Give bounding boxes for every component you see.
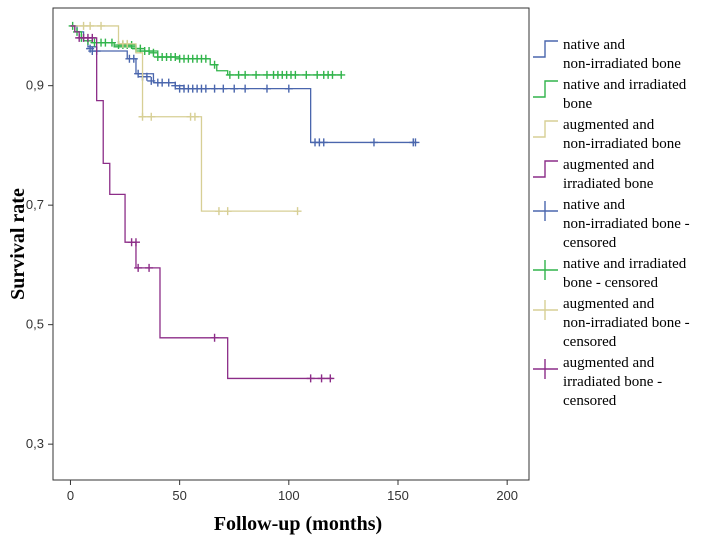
y-tick-label: 0,3 xyxy=(26,436,44,451)
censor-mark xyxy=(284,84,293,93)
censor-mark xyxy=(201,84,210,93)
legend-entry: augmented and non-irradiated bone -censor… xyxy=(533,296,690,350)
censor-mark xyxy=(136,44,145,53)
censor-mark xyxy=(171,81,180,90)
censor-mark xyxy=(145,263,154,272)
legend-label: augmented and irradiated bone -censored xyxy=(563,355,662,409)
legend-label: augmented and non-irradiated bone -censor… xyxy=(563,296,690,350)
censor-mark xyxy=(337,70,346,79)
censor-mark xyxy=(291,70,300,79)
censor-mark xyxy=(223,207,232,216)
x-axis-title: Follow-up (months) xyxy=(214,513,382,535)
legend-entry: augmented and irradiated bone -censored xyxy=(533,355,662,409)
legend-censor-symbol xyxy=(533,300,558,320)
legend-label: native and non-irradiated bone xyxy=(563,37,681,72)
censor-mark xyxy=(210,84,219,93)
censor-mark xyxy=(225,70,234,79)
censor-mark xyxy=(97,21,106,30)
axis-ticks: 0 50 100 150 200 0,3 0,5 0,7 0,9 xyxy=(26,78,518,503)
censor-mark xyxy=(123,39,132,48)
censor-mark xyxy=(293,207,302,216)
x-tick-label: 200 xyxy=(496,488,518,503)
series-group xyxy=(70,25,335,383)
censor-mark xyxy=(328,70,337,79)
censor-mark xyxy=(149,48,158,57)
x-tick-label: 100 xyxy=(278,488,300,503)
y-axis-title: Survival rate xyxy=(7,188,29,300)
legend-label: native and irradiated bone xyxy=(563,77,687,112)
censor-mark xyxy=(214,207,223,216)
censor-mark xyxy=(164,78,173,87)
censor-mark xyxy=(319,138,328,147)
legend-label: native and non-irradiated bone -censored xyxy=(563,197,690,251)
y-tick-label: 0,9 xyxy=(26,78,44,93)
censor-mark xyxy=(201,54,210,63)
x-tick-label: 150 xyxy=(387,488,409,503)
censor-mark xyxy=(190,112,199,121)
legend-line-symbol xyxy=(533,40,558,58)
censor-mark xyxy=(302,70,311,79)
legend-censor-symbol xyxy=(533,260,558,280)
censor-mark xyxy=(306,374,315,383)
y-tick-label: 0,7 xyxy=(26,197,44,212)
legend-censor-symbol xyxy=(533,201,558,221)
censor-mark xyxy=(210,333,219,342)
survival-line xyxy=(70,25,298,212)
censor-mark xyxy=(134,69,143,78)
censor-mark xyxy=(142,72,151,81)
legend-label: native and irradiated bone - censored xyxy=(563,256,687,291)
censor-mark xyxy=(262,84,271,93)
censor-mark xyxy=(369,138,378,147)
legend-censor-symbol xyxy=(533,359,558,379)
legend-entry: native and non-irradiated bone -censored xyxy=(533,197,690,251)
legend-entry: native and non-irradiated bone xyxy=(533,37,681,72)
censor-mark xyxy=(147,112,156,121)
plot-frame xyxy=(52,7,530,481)
censor-mark xyxy=(107,38,116,47)
y-tick-label: 0,5 xyxy=(26,317,44,332)
legend-line-symbol xyxy=(533,80,558,98)
x-tick-label: 0 xyxy=(67,488,74,503)
legend-entry: augmented and non-irradiated bone xyxy=(533,117,681,152)
legend-entry: native and irradiated bone - censored xyxy=(533,256,687,291)
legend-line-symbol xyxy=(533,120,558,138)
censor-mark xyxy=(210,60,219,69)
censor-mark xyxy=(131,238,140,247)
censor-mark xyxy=(147,76,156,85)
censor-mark xyxy=(219,84,228,93)
x-tick-label: 50 xyxy=(172,488,186,503)
censor-mark xyxy=(411,138,420,147)
legend-line-symbol xyxy=(533,160,558,178)
censor-mark xyxy=(86,21,95,30)
censor-mark xyxy=(127,41,136,50)
censor-mark xyxy=(241,84,250,93)
censor-mark xyxy=(138,112,147,121)
censor-mark xyxy=(317,374,326,383)
series-layer xyxy=(68,21,420,383)
censor-mark xyxy=(230,84,239,93)
legend-label: augmented and irradiated bone xyxy=(563,157,655,192)
censor-mark xyxy=(326,374,335,383)
censor-mark xyxy=(241,70,250,79)
legend-entry: augmented and irradiated bone xyxy=(533,157,655,192)
censor-mark xyxy=(252,70,261,79)
censor-mark xyxy=(145,47,154,56)
legend: native and non-irradiated bone native and … xyxy=(533,37,690,409)
series-group xyxy=(70,21,302,216)
censor-mark xyxy=(88,33,97,42)
censor-mark xyxy=(129,54,138,63)
series-group xyxy=(68,21,346,79)
legend-label: augmented and non-irradiated bone xyxy=(563,117,681,152)
legend-entry: native and irradiated bone xyxy=(533,77,687,112)
censor-mark xyxy=(171,52,180,61)
censor-mark xyxy=(134,263,143,272)
